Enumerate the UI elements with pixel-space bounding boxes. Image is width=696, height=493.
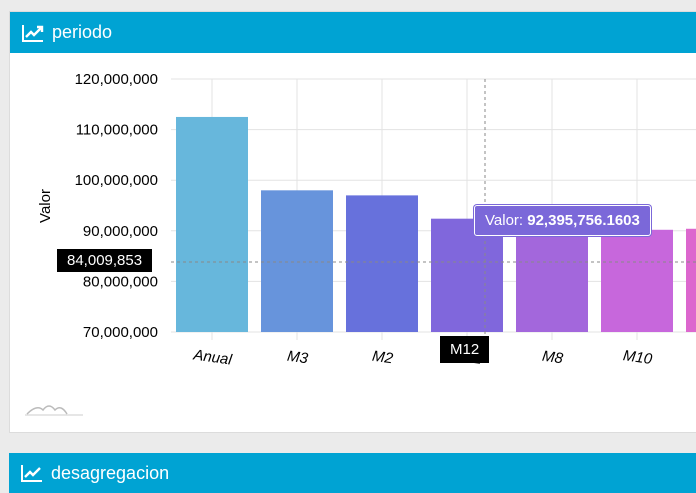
bar-m[interactable]	[686, 228, 696, 332]
y-tick-label: 80,000,000	[83, 273, 158, 290]
chart-area[interactable]: 70,000,000 80,000,000 90,000,000 100,000,00…	[10, 53, 696, 433]
x-tick-label: M2	[371, 348, 395, 368]
value-tooltip: Valor: 92,395,756.1603	[474, 205, 651, 236]
bar-m2[interactable]	[346, 195, 418, 332]
y-tick-label: 110,000,000	[76, 122, 158, 139]
bar-m3[interactable]	[261, 190, 333, 332]
panel2-title: desagregacion	[51, 462, 170, 483]
bar-m12[interactable]	[431, 218, 503, 332]
tooltip-label: Valor:	[485, 212, 528, 229]
tooltip-value: 92,395,756.1603	[527, 212, 640, 229]
line-chart-icon	[21, 465, 42, 482]
bar-anual[interactable]	[176, 116, 248, 332]
panel-title: periodo	[52, 22, 113, 42]
cursor-x-label: M12	[440, 336, 490, 363]
y-tick-label: 100,000,000	[75, 172, 158, 189]
bar-m8[interactable]	[516, 227, 588, 332]
bar-chart[interactable]: 70,000,000 80,000,000 90,000,000 100,000,00…	[10, 53, 696, 433]
x-tick-label: Anual	[191, 346, 233, 368]
panel-header: periodo	[10, 12, 696, 53]
amcharts-logo-icon	[26, 405, 68, 415]
y-tick-label: 120,000,000	[75, 71, 158, 88]
y-tick-label: 90,000,000	[83, 223, 158, 240]
bar-m10[interactable]	[601, 229, 673, 332]
line-chart-icon	[22, 24, 44, 42]
cursor-y-label: 84,009,853	[57, 249, 153, 272]
x-tick-label: M3	[286, 348, 310, 368]
x-tick-label: M8	[541, 348, 565, 368]
y-tick-label: 70,000,000	[83, 324, 158, 341]
y-axis-label: Valor	[37, 189, 54, 223]
desagregacion-panel: desagregacion	[9, 453, 696, 493]
x-tick-label: M10	[622, 347, 654, 368]
